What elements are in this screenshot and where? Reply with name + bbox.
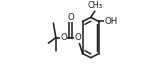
Text: O: O	[67, 13, 74, 22]
Text: O: O	[74, 33, 81, 42]
Text: CH₃: CH₃	[87, 1, 102, 10]
Text: O: O	[60, 33, 67, 42]
Text: OH: OH	[105, 17, 118, 26]
